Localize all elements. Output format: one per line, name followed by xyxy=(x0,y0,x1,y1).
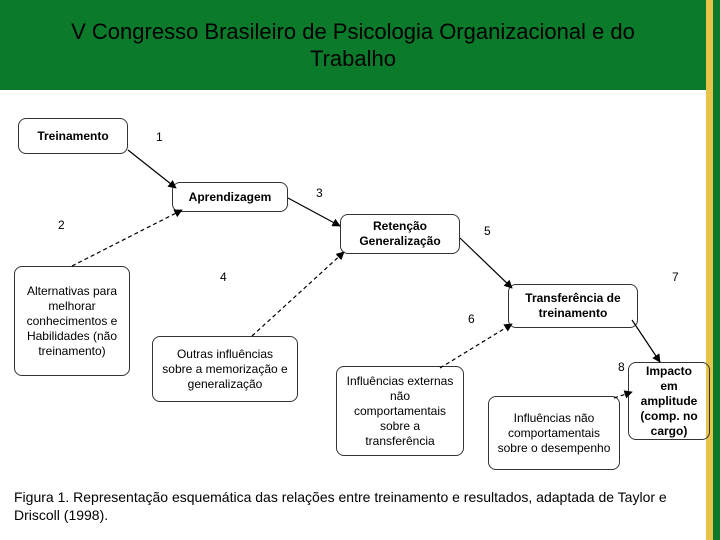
header-band: V Congresso Brasileiro de Psicologia Org… xyxy=(0,0,706,90)
edge-number: 7 xyxy=(672,270,679,284)
edge-number: 3 xyxy=(316,186,323,200)
edge-aprendizagem-to-retencao xyxy=(288,198,340,226)
page-title: V Congresso Brasileiro de Psicologia Org… xyxy=(0,18,706,73)
edge-inf_ext-to-transferencia xyxy=(440,324,512,368)
edge-treinamento-to-aprendizagem xyxy=(128,150,176,188)
edge-number: 8 xyxy=(618,360,625,374)
node-transferencia: Transferência de treinamento xyxy=(508,284,638,328)
node-alternativas: Alternativas para melhorar conhecimentos… xyxy=(14,266,130,376)
node-inf_ext: Influências externas não comportamentais… xyxy=(336,366,464,456)
edge-alternativas-to-aprendizagem xyxy=(72,210,182,266)
node-aprendizagem: Aprendizagem xyxy=(172,182,288,212)
edge-number: 2 xyxy=(58,218,65,232)
edge-outras-to-retencao xyxy=(252,252,344,336)
edge-number: 4 xyxy=(220,270,227,284)
stripe-yellow xyxy=(706,0,713,540)
node-retencao: Retenção Generalização xyxy=(340,214,460,254)
node-treinamento: Treinamento xyxy=(18,118,128,154)
node-inf_nao: Influências não comportamentais sobre o … xyxy=(488,396,620,470)
figure-caption: Figura 1. Representação esquemática das … xyxy=(14,488,692,524)
edge-number: 5 xyxy=(484,224,491,238)
edge-retencao-to-transferencia xyxy=(460,238,512,288)
stripe-green xyxy=(713,0,720,540)
edge-transferencia-to-impacto xyxy=(632,320,660,362)
edge-number: 1 xyxy=(156,130,163,144)
node-outras: Outras influências sobre a memorização e… xyxy=(152,336,298,402)
node-impacto: Impacto em amplitude (comp. no cargo) xyxy=(628,362,710,440)
edge-number: 6 xyxy=(468,312,475,326)
side-stripes xyxy=(706,0,720,540)
